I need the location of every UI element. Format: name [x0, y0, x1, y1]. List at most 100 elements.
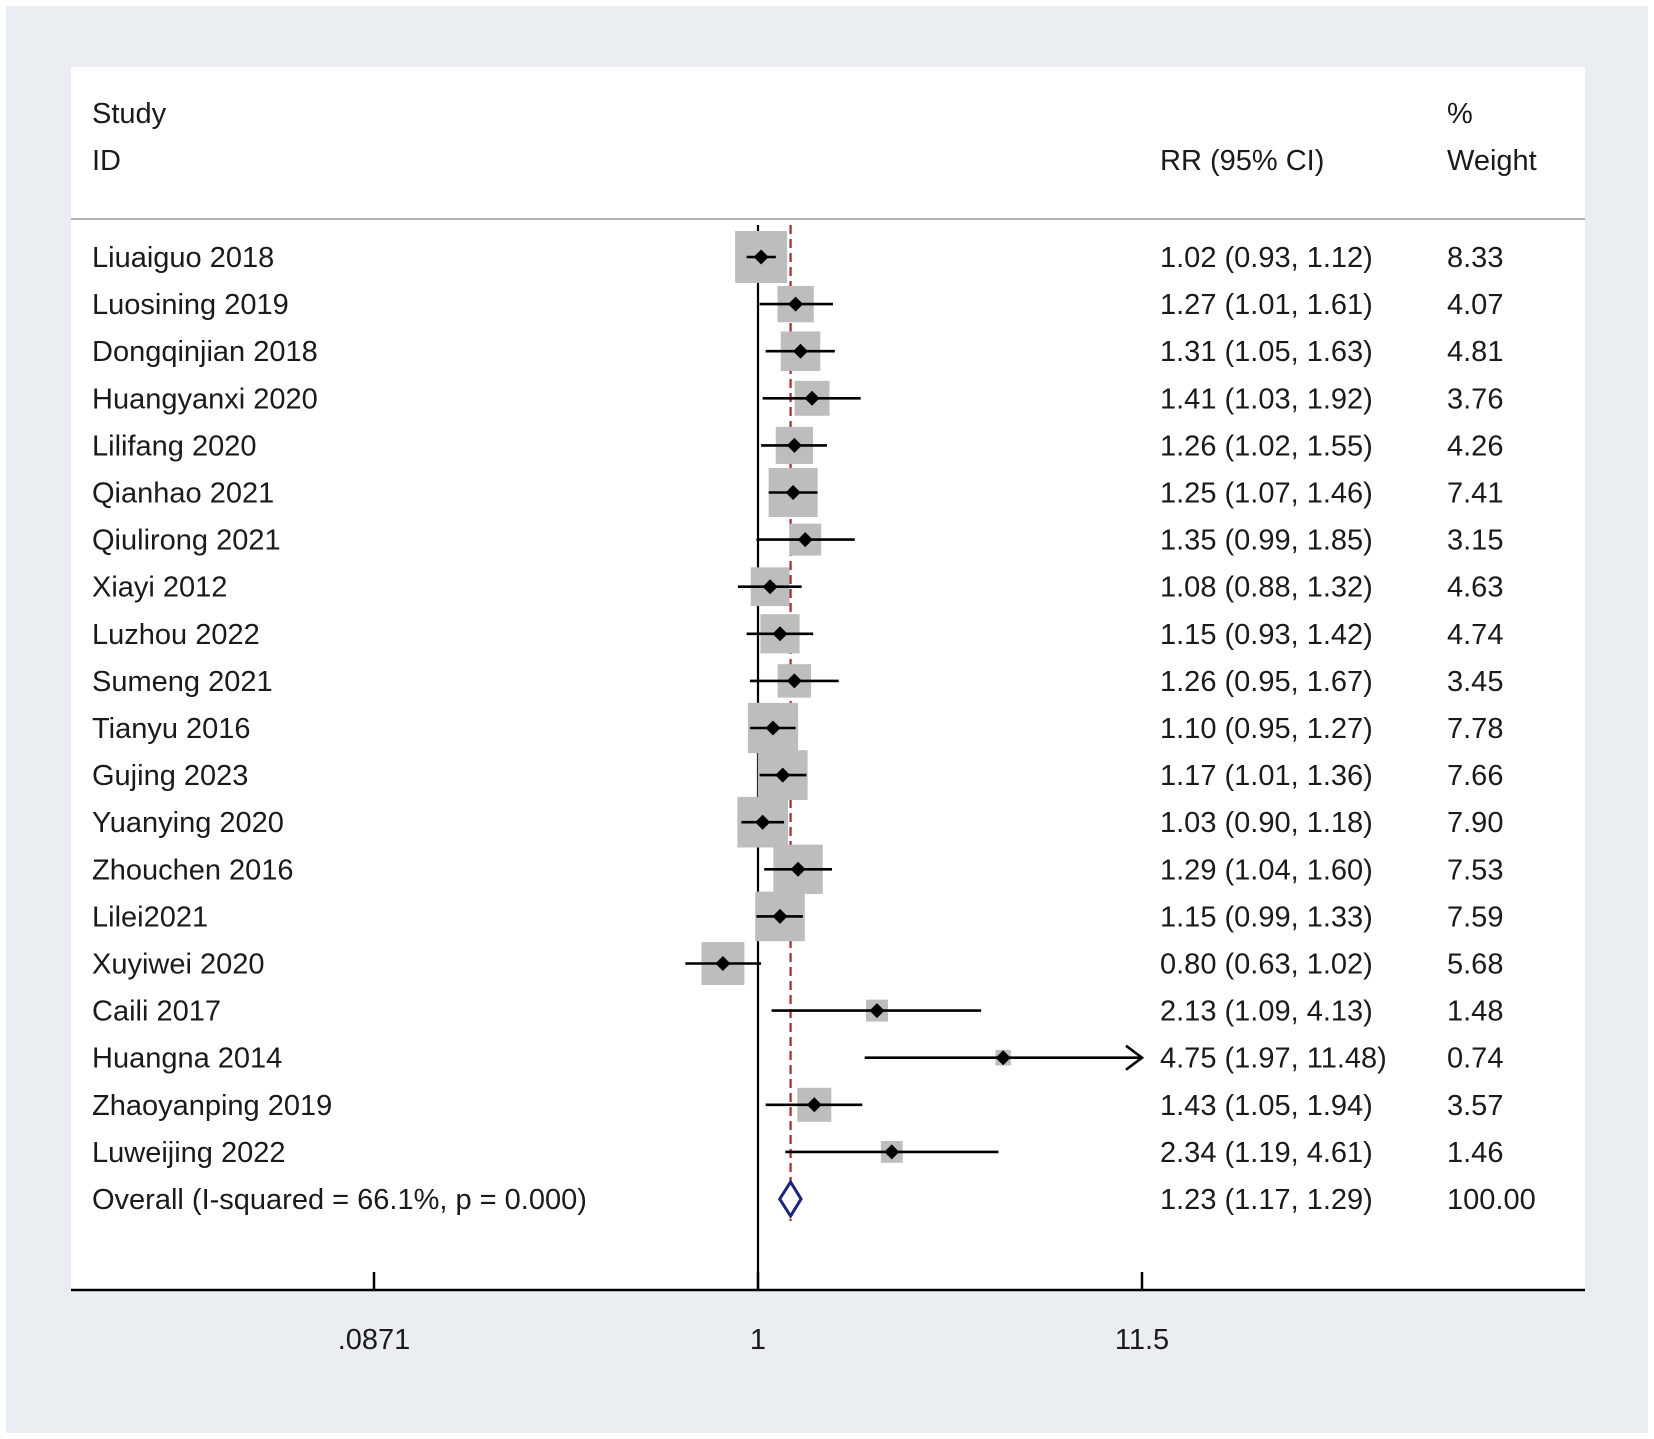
study-label: Zhouchen 2016 [92, 854, 294, 886]
study-label: Lilei2021 [92, 901, 208, 933]
study-weight: 4.26 [1447, 430, 1503, 462]
study-label: Huangna 2014 [92, 1043, 282, 1075]
study-weight: 5.68 [1447, 949, 1503, 981]
header-effect: RR (95% CI) [1160, 145, 1324, 177]
study-row: Liuaiguo 2018 1.02 (0.93, 1.12) 8.33 [92, 231, 1503, 283]
study-weight: 7.53 [1447, 854, 1503, 886]
study-weight: 3.57 [1447, 1090, 1503, 1122]
study-rr-ci: 1.26 (1.02, 1.55) [1160, 430, 1373, 462]
study-rr-ci: 1.15 (0.93, 1.42) [1160, 619, 1373, 651]
header-weight: Weight [1447, 145, 1537, 177]
study-row: Dongqinjian 2018 1.31 (1.05, 1.63) 4.81 [92, 331, 1503, 371]
study-weight: 7.59 [1447, 901, 1503, 933]
point-estimate [792, 343, 808, 359]
point-estimate [772, 908, 788, 924]
point-estimate [786, 673, 802, 689]
point-estimate [753, 249, 769, 265]
study-rr-ci: 4.75 (1.97, 11.48) [1160, 1043, 1387, 1075]
study-rr-ci: 1.41 (1.03, 1.92) [1160, 383, 1373, 415]
study-label: Tianyu 2016 [92, 713, 251, 745]
study-row: Lilifang 2020 1.26 (1.02, 1.55) 4.26 [92, 426, 1503, 464]
point-estimate [786, 437, 802, 453]
study-rr-ci: 1.03 (0.90, 1.18) [1160, 807, 1373, 839]
study-row: Sumeng 2021 1.26 (0.95, 1.67) 3.45 [92, 664, 1503, 698]
study-rr-ci: 1.31 (1.05, 1.63) [1160, 336, 1373, 368]
study-label: Huangyanxi 2020 [92, 383, 318, 415]
point-estimate [765, 720, 781, 736]
study-row: Xuyiwei 2020 0.80 (0.63, 1.02) 5.68 [92, 942, 1503, 985]
study-weight: 1.46 [1447, 1137, 1503, 1169]
study-weight: 7.78 [1447, 713, 1503, 745]
forest-plot: Study ID RR (95% CI) % Weight Liuaiguo 2… [71, 67, 1585, 1356]
study-weight: 7.41 [1447, 478, 1503, 510]
header-study: Study [92, 98, 167, 130]
study-label: Qianhao 2021 [92, 478, 274, 510]
point-estimate [762, 579, 778, 595]
study-row: Luosining 2019 1.27 (1.01, 1.61) 4.07 [92, 285, 1503, 323]
study-rr-ci: 1.35 (0.99, 1.85) [1160, 525, 1373, 557]
study-rr-ci: 1.02 (0.93, 1.12) [1160, 242, 1373, 274]
study-weight: 3.45 [1447, 666, 1503, 698]
point-estimate [804, 390, 820, 406]
study-weight: 7.90 [1447, 807, 1503, 839]
study-rr-ci: 1.27 (1.01, 1.61) [1160, 289, 1373, 321]
study-label: Gujing 2023 [92, 760, 248, 792]
overall-weight: 100.00 [1447, 1184, 1536, 1216]
study-row: Xiayi 2012 1.08 (0.88, 1.32) 4.63 [92, 567, 1503, 607]
study-label: Liuaiguo 2018 [92, 242, 274, 274]
study-label: Luosining 2019 [92, 289, 289, 321]
overall-diamond [777, 1179, 803, 1219]
study-weight: 4.63 [1447, 572, 1503, 604]
study-weight: 7.66 [1447, 760, 1503, 792]
study-row: Tianyu 2016 1.10 (0.95, 1.27) 7.78 [92, 702, 1503, 754]
plot-panel [71, 67, 1585, 1290]
point-estimate [775, 767, 791, 783]
study-row: Luzhou 2022 1.15 (0.93, 1.42) 4.74 [92, 614, 1503, 654]
study-row: Yuanying 2020 1.03 (0.90, 1.18) 7.90 [92, 796, 1503, 848]
study-weight: 4.74 [1447, 619, 1503, 651]
x-tick-label: 1 [750, 1324, 766, 1356]
point-estimate [869, 1003, 885, 1019]
study-weight: 4.07 [1447, 289, 1503, 321]
study-rr-ci: 1.17 (1.01, 1.36) [1160, 760, 1373, 792]
study-rr-ci: 2.34 (1.19, 4.61) [1160, 1137, 1373, 1169]
point-estimate [785, 485, 801, 500]
header-id: ID [92, 145, 121, 177]
study-row: Qiulirong 2021 1.35 (0.99, 1.85) 3.15 [92, 523, 1503, 557]
study-rr-ci: 1.25 (1.07, 1.46) [1160, 478, 1373, 510]
study-row: Lilei2021 1.15 (0.99, 1.33) 7.59 [92, 891, 1503, 942]
study-weight: 1.48 [1447, 996, 1503, 1028]
point-estimate [995, 1050, 1011, 1066]
point-estimate [755, 814, 771, 830]
point-estimate [772, 626, 788, 642]
study-label: Xiayi 2012 [92, 572, 227, 604]
study-row: Gujing 2023 1.17 (1.01, 1.36) 7.66 [92, 750, 1503, 801]
study-rr-ci: 1.43 (1.05, 1.94) [1160, 1090, 1373, 1122]
study-row: Huangna 2014 4.75 (1.97, 11.48) 0.74 [92, 1043, 1503, 1075]
overall-rr-ci: 1.23 (1.17, 1.29) [1160, 1184, 1373, 1216]
point-estimate [797, 532, 813, 548]
overall-row: Overall (I-squared = 66.1%, p = 0.000) 1.… [92, 1179, 1536, 1219]
study-rr-ci: 1.29 (1.04, 1.60) [1160, 854, 1373, 886]
point-estimate [788, 296, 804, 312]
study-rr-ci: 1.08 (0.88, 1.32) [1160, 572, 1373, 604]
study-weight: 3.76 [1447, 383, 1503, 415]
study-label: Qiulirong 2021 [92, 525, 281, 557]
study-row: Luweijing 2022 2.34 (1.19, 4.61) 1.46 [92, 1137, 1503, 1169]
study-row: Caili 2017 2.13 (1.09, 4.13) 1.48 [92, 996, 1503, 1028]
study-label: Luweijing 2022 [92, 1137, 285, 1169]
study-label: Yuanying 2020 [92, 807, 284, 839]
study-rr-ci: 0.80 (0.63, 1.02) [1160, 949, 1373, 981]
point-estimate [806, 1097, 822, 1113]
study-label: Lilifang 2020 [92, 430, 256, 462]
study-weight: 0.74 [1447, 1043, 1503, 1075]
study-label: Zhaoyanping 2019 [92, 1090, 332, 1122]
study-label: Caili 2017 [92, 996, 221, 1028]
study-label: Xuyiwei 2020 [92, 949, 265, 981]
point-estimate [715, 956, 731, 971]
study-row: Zhouchen 2016 1.29 (1.04, 1.60) 7.53 [92, 844, 1503, 894]
study-row: Zhaoyanping 2019 1.43 (1.05, 1.94) 3.57 [92, 1087, 1503, 1122]
study-weight: 8.33 [1447, 242, 1503, 274]
study-weight: 4.81 [1447, 336, 1503, 368]
point-estimate [884, 1144, 900, 1160]
